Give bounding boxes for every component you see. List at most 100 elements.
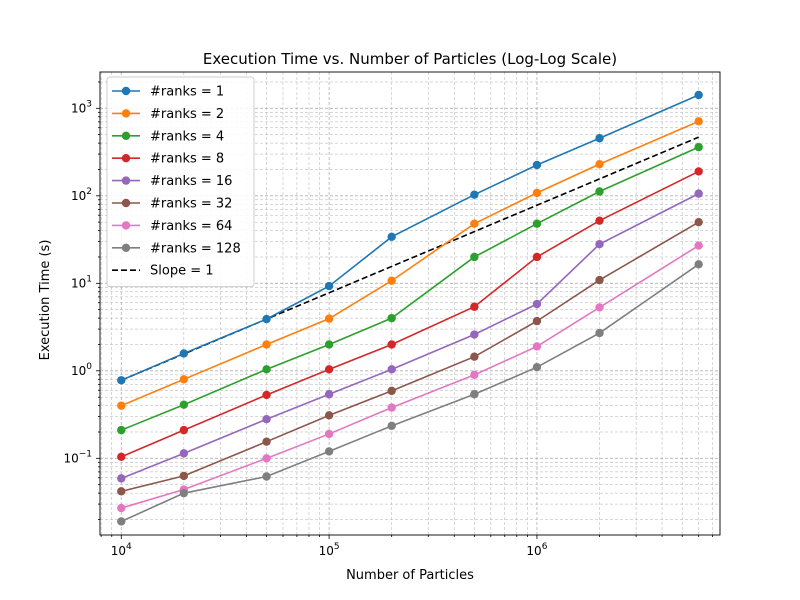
data-point (532, 299, 542, 309)
data-point (179, 488, 189, 498)
legend-swatch-marker (121, 154, 131, 163)
legend-swatch-marker (121, 221, 131, 230)
legend-entry: #ranks = 1 (112, 85, 224, 100)
legend-label: Slope = 1 (150, 264, 214, 279)
data-point (117, 401, 126, 410)
data-point (387, 421, 396, 431)
ticks: 104 105 106 10−1 100 101 102 103 (63, 81, 713, 558)
legend-swatch-marker (121, 198, 131, 208)
legend-entry: #ranks = 16 (112, 174, 232, 189)
chart-title: Execution Time vs. Number of Particles (… (203, 50, 617, 68)
data-point (470, 190, 479, 199)
data-point (179, 425, 189, 435)
data-point (179, 449, 189, 458)
data-point (117, 474, 126, 483)
series-8 (117, 260, 703, 526)
legend-label: #ranks = 128 (150, 241, 241, 256)
data-point (532, 188, 542, 198)
data-point (694, 260, 703, 269)
data-point (262, 472, 271, 481)
data-point (387, 232, 396, 242)
series-5 (117, 189, 703, 483)
legend-swatch-marker (121, 86, 131, 96)
data-point (262, 390, 271, 400)
data-point (595, 187, 604, 196)
y-tick-label: 100 (71, 362, 92, 378)
legend-label: #ranks = 32 (150, 197, 232, 212)
data-point (324, 340, 334, 349)
data-point (324, 281, 334, 291)
legend-swatch-marker (121, 176, 131, 185)
legend-swatch-marker (121, 109, 131, 118)
data-point (532, 316, 542, 326)
data-point (324, 447, 334, 456)
data-point (387, 386, 396, 396)
data-point (470, 390, 479, 399)
legend-swatch-marker (121, 243, 131, 252)
data-point (179, 400, 189, 409)
legend-swatch-marker (121, 131, 131, 140)
data-point (179, 471, 189, 481)
data-point (595, 303, 604, 312)
data-point (117, 376, 126, 385)
legend-label: #ranks = 64 (150, 219, 232, 234)
data-point (262, 437, 271, 446)
y-tick-label: 10−1 (63, 449, 92, 465)
data-point (324, 411, 334, 420)
data-point (387, 365, 396, 374)
data-point (532, 342, 542, 351)
data-point (595, 216, 604, 225)
legend-entry: #ranks = 64 (112, 219, 232, 234)
data-point (595, 239, 604, 249)
data-point (694, 167, 703, 176)
legend-entry: #ranks = 8 (112, 152, 224, 167)
data-point (262, 340, 271, 349)
data-point (117, 487, 126, 496)
data-point (324, 314, 334, 323)
data-point (179, 349, 189, 358)
x-tick-label: 104 (111, 542, 132, 558)
y-tick-label: 102 (71, 187, 92, 203)
series-3 (117, 142, 703, 435)
data-point (117, 452, 126, 462)
y-tick-label: 101 (71, 274, 92, 290)
data-point (117, 425, 126, 435)
data-point (595, 134, 604, 143)
plot-frame (99, 71, 721, 536)
legend-box (106, 76, 255, 288)
data-point (532, 252, 542, 262)
data-point (262, 454, 271, 463)
data-point (470, 352, 479, 361)
data-point (387, 340, 396, 349)
legend-label: #ranks = 16 (150, 174, 232, 189)
data-point (179, 375, 189, 384)
series-2 (117, 117, 703, 410)
x-tick-label: 105 (319, 542, 340, 558)
series-layer (117, 90, 703, 526)
data-point (694, 90, 703, 100)
data-point (117, 517, 126, 526)
data-point (694, 189, 703, 198)
data-point (694, 117, 703, 126)
data-point (324, 429, 334, 439)
legend-label: #ranks = 8 (150, 152, 224, 167)
data-point (532, 160, 542, 170)
data-point (694, 217, 703, 227)
data-point (470, 252, 479, 262)
legend-label: #ranks = 2 (150, 107, 224, 122)
data-point (595, 159, 604, 169)
x-axis-label: Number of Particles (346, 568, 474, 583)
data-point (262, 415, 271, 424)
data-point (595, 328, 604, 338)
data-point (694, 241, 703, 250)
series-1 (117, 90, 703, 385)
data-point (324, 365, 334, 374)
y-tick-label: 103 (71, 99, 92, 115)
legend-entry: #ranks = 2 (112, 107, 224, 122)
data-point (470, 219, 479, 228)
data-point (470, 330, 479, 339)
data-point (694, 142, 703, 152)
data-point (262, 365, 271, 374)
data-point (387, 276, 396, 285)
